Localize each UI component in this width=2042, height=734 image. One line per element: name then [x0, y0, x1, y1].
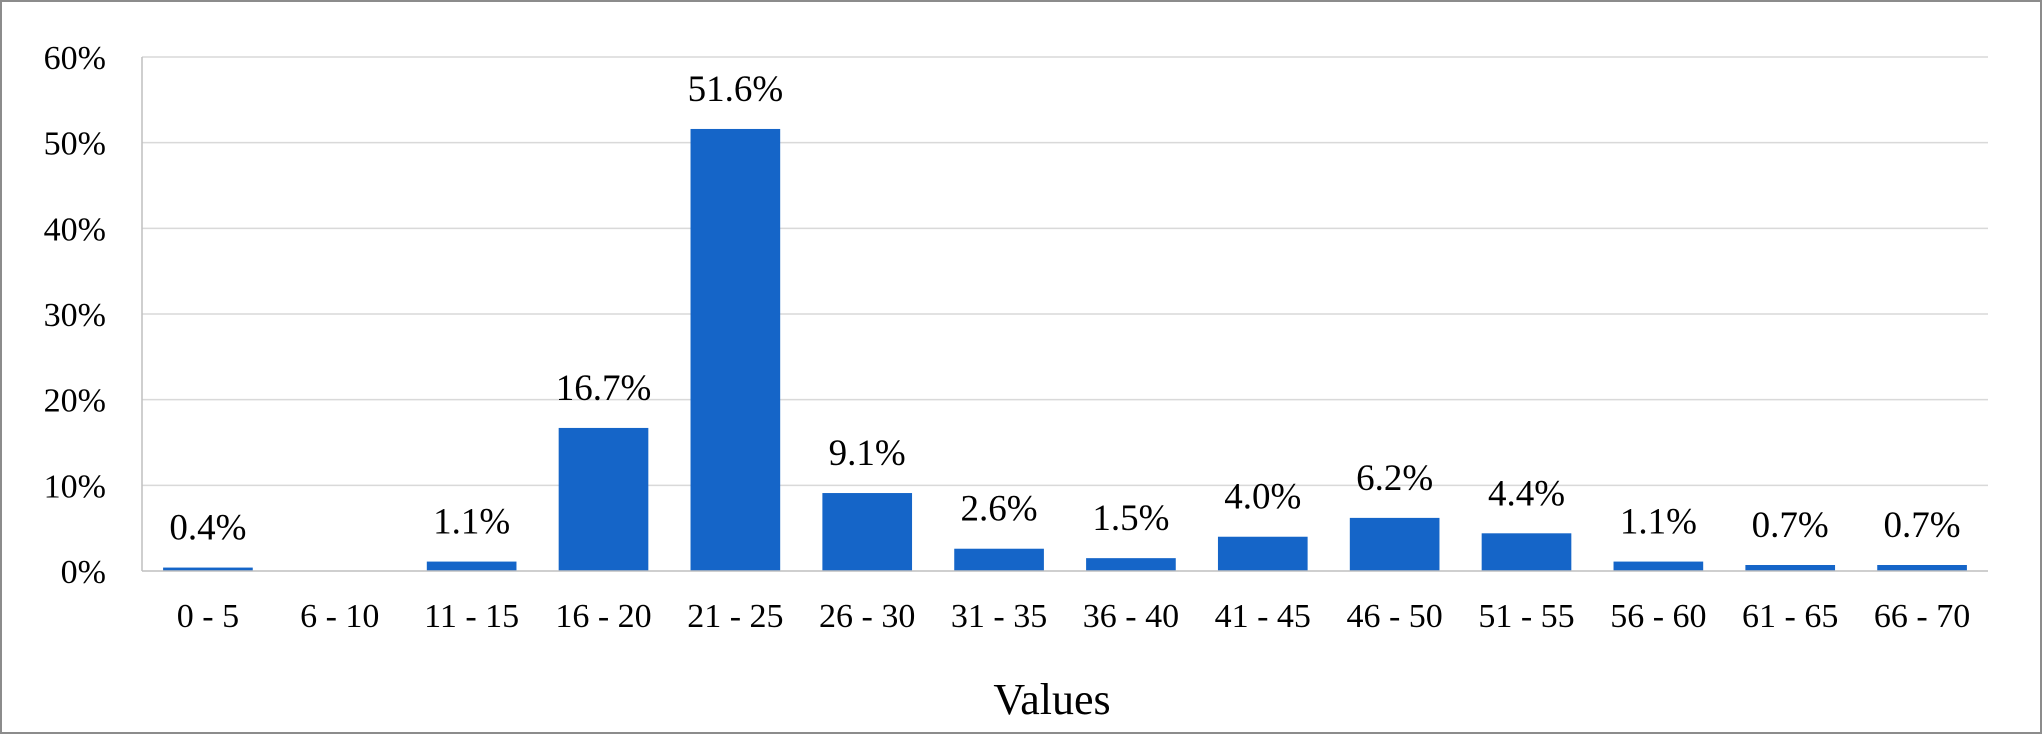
bar-41-45: [1217, 536, 1308, 571]
x-tick-label: 41 - 45: [1215, 598, 1311, 635]
y-tick-label: 10%: [44, 468, 106, 505]
data-label: 0.4%: [169, 508, 246, 549]
y-tick-label: 0%: [61, 554, 106, 591]
bar-51-55: [1481, 533, 1572, 571]
y-tick-label: 40%: [44, 211, 106, 248]
gridlines: [142, 56, 1988, 487]
x-tick-label: 31 - 35: [951, 598, 1047, 635]
bar-31-35: [954, 548, 1044, 571]
x-tick-label: 51 - 55: [1478, 598, 1574, 635]
bar-66-70: [1877, 565, 1967, 571]
y-tick-labels: 0% 10% 20% 30% 40% 50% 60%: [44, 40, 106, 591]
x-tick-label: 6 - 10: [300, 598, 379, 635]
x-axis-title: Values: [993, 675, 1110, 724]
x-tick-label: 0 - 5: [177, 598, 239, 635]
data-label: 4.4%: [1488, 473, 1565, 514]
bar-61-65: [1745, 565, 1836, 571]
bar-0-5: [163, 567, 253, 571]
data-label: 0.7%: [1752, 505, 1829, 546]
x-tick-label: 66 - 70: [1874, 598, 1970, 635]
data-label: 6.2%: [1356, 458, 1433, 499]
x-tick-label: 56 - 60: [1610, 598, 1706, 635]
data-label: 51.6%: [688, 69, 784, 110]
data-label: 1.1%: [1620, 502, 1697, 543]
bar-11-15: [426, 561, 517, 571]
data-label: 9.1%: [829, 433, 906, 474]
y-tick-label: 60%: [44, 40, 106, 77]
bar-36-40: [1086, 558, 1176, 571]
data-label: 4.0%: [1224, 477, 1301, 518]
x-tick-label: 16 - 20: [555, 598, 651, 635]
data-label: 1.1%: [433, 502, 510, 543]
y-tick-label: 50%: [44, 126, 106, 163]
data-label: 1.5%: [1092, 498, 1169, 539]
y-tick-label: 30%: [44, 297, 106, 334]
x-tick-label: 36 - 40: [1083, 598, 1179, 635]
axes: [141, 57, 1988, 572]
data-label: 16.7%: [556, 368, 652, 409]
y-tick-label: 20%: [44, 383, 106, 420]
bar-46-50: [1349, 517, 1440, 571]
x-tick-label: 46 - 50: [1346, 598, 1442, 635]
x-tick-label: 11 - 15: [424, 598, 519, 635]
bar-56-60: [1613, 561, 1704, 571]
bars: [163, 128, 1967, 571]
x-tick-label: 61 - 65: [1742, 598, 1838, 635]
data-label: 0.7%: [1884, 505, 1961, 546]
bar-16-20: [558, 427, 649, 571]
x-tick-labels: 0 - 5 6 - 10 11 - 15 16 - 20 21 - 25 26 - 30 3…: [177, 598, 1970, 635]
data-label: 2.6%: [961, 489, 1038, 530]
bar-21-25: [690, 128, 781, 571]
x-tick-label: 21 - 25: [687, 598, 783, 635]
x-tick-label: 26 - 30: [819, 598, 915, 635]
data-labels: 0.4% 1.1% 16.7% 51.6% 9.1% 2.6% 1.5% 4.0% 6.2% 4.…: [169, 69, 1960, 549]
bar-26-30: [822, 493, 913, 571]
